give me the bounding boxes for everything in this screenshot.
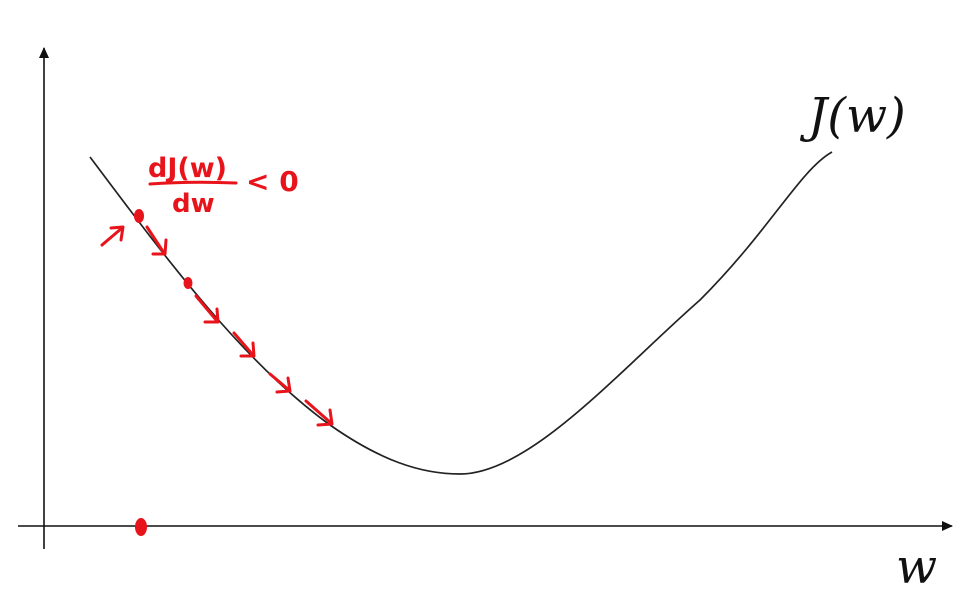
- derivative-numerator: dJ(w): [148, 153, 227, 184]
- derivative-relation: < 0: [246, 165, 299, 198]
- derivative-annotation: dJ(w) dw < 0: [148, 153, 299, 219]
- descent-arrow-5: [304, 399, 334, 427]
- x-axis-label: w: [896, 539, 937, 595]
- descent-arrow-1: [145, 225, 168, 256]
- approach-arrow: [100, 225, 125, 247]
- derivative-denominator: dw: [172, 189, 215, 219]
- curve-label: J(w): [799, 88, 906, 144]
- fraction-bar: [148, 180, 238, 186]
- second-point-on-curve: [183, 277, 193, 289]
- descent-arrow-2: [194, 294, 220, 324]
- descent-arrow-4: [268, 372, 292, 394]
- start-point-on-axis: [135, 518, 147, 536]
- descent-arrow-3: [232, 331, 256, 358]
- start-point-on-curve: [134, 209, 144, 223]
